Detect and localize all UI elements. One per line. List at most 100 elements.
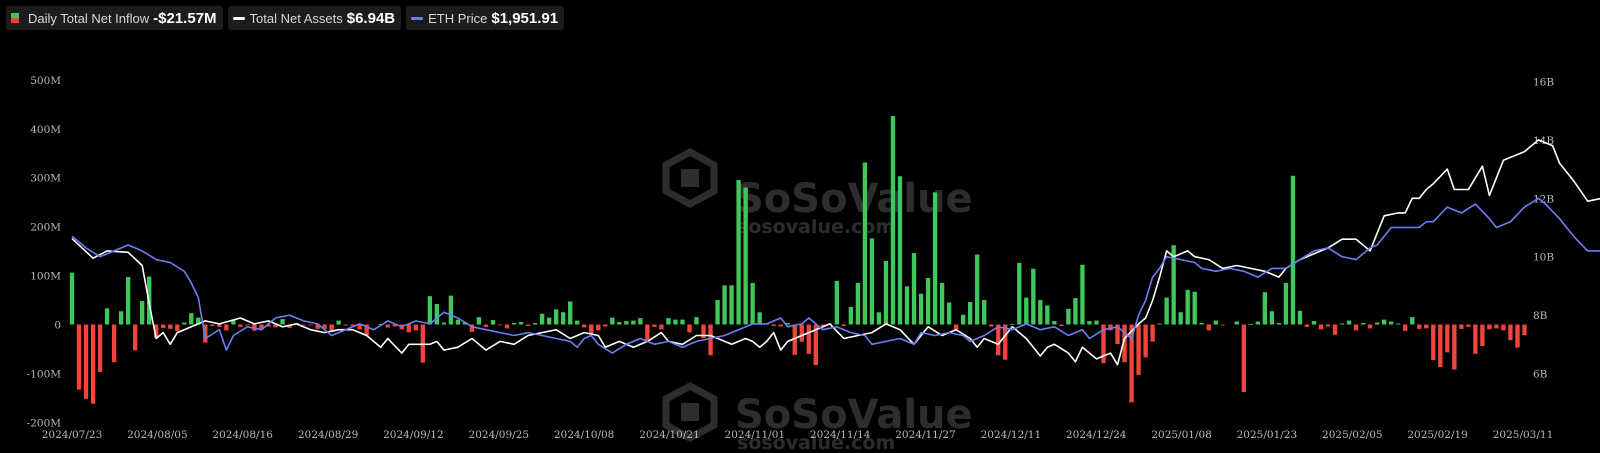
inflow-bar [1389, 321, 1394, 325]
watermark-url: sosovalue.com [737, 432, 895, 453]
inflow-bar [1410, 317, 1415, 325]
inflow-bar [1073, 298, 1078, 325]
inflow-bar [1248, 324, 1254, 325]
inflow-bar [918, 293, 924, 325]
inflow-bar [427, 296, 433, 325]
inflow-bar [975, 254, 980, 325]
inflow-bar [504, 324, 510, 329]
x-axis-tick: 2024/08/05 [127, 429, 188, 441]
inflow-bar [617, 322, 622, 325]
inflow-bar [203, 324, 208, 343]
inflow-bar [413, 324, 418, 331]
inflow-bar [568, 301, 573, 325]
inflow-bar [1403, 324, 1408, 331]
inflow-bar [1494, 324, 1499, 329]
inflow-bar [118, 311, 124, 325]
left-axis-tick: 300M [30, 173, 61, 185]
inflow-bar [729, 285, 734, 325]
inflow-bar [434, 303, 440, 325]
legend-assets-value: $6.94B [346, 9, 396, 27]
inflow-bar [624, 321, 629, 325]
inflow-bar [1038, 300, 1043, 325]
inflow-bar [967, 301, 973, 325]
left-axis-tick: 500M [30, 75, 61, 87]
inflow-bar [890, 116, 896, 325]
inflow-bar [1094, 320, 1099, 325]
inflow-bar [259, 324, 264, 329]
inflow-bar [673, 319, 678, 325]
inflow-bar [1381, 319, 1387, 325]
inflow-bar [1185, 289, 1190, 325]
left-axis-tick: -100M [27, 368, 62, 380]
inflow-bar [1199, 323, 1204, 325]
eth-price-line [71, 197, 1600, 354]
inflow-bar [708, 324, 713, 356]
inflow-bar [1080, 264, 1085, 325]
inflow-bar [1136, 324, 1141, 375]
legend-total-net-assets[interactable]: Total Net Assets $6.94B [227, 6, 402, 30]
x-axis-tick: 2024/09/12 [383, 429, 444, 441]
inflow-bar [1283, 282, 1289, 325]
inflow-bar [1059, 324, 1064, 326]
x-axis-tick: 2024/10/21 [639, 429, 700, 441]
inflow-bar [1487, 324, 1492, 330]
inflow-bar [1276, 323, 1282, 325]
right-axis-tick: 10B [1533, 252, 1554, 264]
inflow-bar [1473, 324, 1478, 354]
inflow-bar [546, 317, 552, 325]
right-axis-tick: 8B [1533, 310, 1548, 322]
sosovalue-logo-icon [662, 382, 718, 442]
inflow-bar [343, 324, 348, 326]
inflow-bar [532, 323, 538, 325]
assets-line-swatch-icon [232, 16, 245, 20]
inflow-bar [1311, 321, 1317, 325]
inflow-bar [476, 317, 482, 325]
legend-daily-net-inflow[interactable]: Daily Total Net Inflow -$21.57M [6, 6, 223, 30]
inflow-bar [441, 322, 447, 325]
inflow-bar [154, 324, 159, 338]
inflow-bar [1452, 324, 1457, 370]
inflow-bar [939, 282, 945, 325]
inflow-bar [1325, 324, 1331, 327]
inflow-bar [1220, 324, 1225, 326]
inflow-bar [1438, 324, 1443, 368]
x-axis-tick: 2024/08/16 [212, 429, 273, 441]
x-axis-tick: 2024/07/23 [42, 429, 103, 441]
right-axis-tick: 12B [1533, 193, 1554, 205]
inflow-bar [392, 324, 397, 327]
left-axis-tick: 0 [54, 320, 61, 332]
inflow-bar [189, 313, 194, 325]
inflow-bar [1010, 324, 1015, 325]
inflow-bar [666, 318, 671, 325]
inflow-bar [1318, 324, 1324, 330]
inflow-bar [1466, 324, 1471, 327]
inflow-bar [1024, 297, 1029, 325]
watermark: SoSoValue sosovalue.com SoSoValue sosova… [662, 148, 973, 453]
inflow-bar [680, 319, 685, 325]
inflow-bar [168, 324, 173, 329]
inflow-bar [301, 324, 306, 326]
inflow-bar [83, 324, 89, 399]
inflow-bar [610, 317, 615, 325]
legend-price-value: $1,951.91 [491, 9, 559, 27]
left-axis-tick: 100M [30, 271, 61, 283]
total-net-assets-line [71, 139, 1600, 366]
inflow-bar [841, 324, 847, 326]
inflow-bar [322, 324, 327, 329]
x-axis-tick: 2025/02/05 [1322, 429, 1383, 441]
inflow-bar [125, 277, 131, 325]
inflow-bar [1143, 324, 1148, 358]
inflow-bar [715, 300, 720, 325]
inflow-bar [132, 324, 138, 351]
x-axis-tick: 2024/10/08 [554, 429, 615, 441]
x-axis-tick: 2024/11/01 [725, 429, 786, 441]
x-axis-tick: 2024/12/11 [981, 429, 1042, 441]
inflow-bar [336, 320, 341, 325]
inflow-bar [1150, 324, 1155, 342]
inflow-bar [1066, 308, 1071, 325]
legend-eth-price[interactable]: ETH Price $1,951.91 [406, 6, 565, 30]
inflow-bar [897, 176, 903, 325]
right-axis-tick: 16B [1533, 77, 1554, 89]
